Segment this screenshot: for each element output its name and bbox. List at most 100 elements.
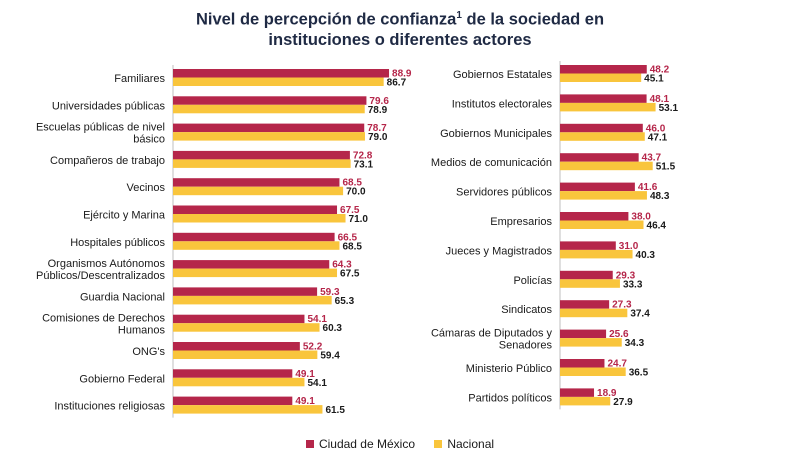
bar-cdmx-organismos-autonomos-publicos-descentralizados — [173, 260, 330, 269]
bar-nacional-gobiernos-estatales — [560, 73, 642, 82]
value-label-cdmx-partidos-politicos: 18.9 — [597, 388, 617, 399]
value-label-cdmx-familiares: 88.9 — [392, 69, 412, 80]
value-label-nacional-empresarios: 46.4 — [647, 221, 667, 232]
bar-cdmx-ong-s — [173, 342, 300, 351]
category-label-gobiernos-municipales: Gobiernos Municipales — [440, 128, 552, 140]
value-label-nacional-partidos-politicos: 27.9 — [613, 397, 633, 408]
bar-cdmx-sindicatos — [560, 300, 610, 309]
category-label-gobierno-federal: Gobierno Federal — [79, 373, 165, 385]
category-label-empresarios: Empresarios — [490, 216, 552, 228]
bar-cdmx-familiares — [173, 69, 390, 78]
bar-nacional-familiares — [173, 77, 384, 86]
category-label-universidades-publicas: Universidades públicas — [52, 100, 166, 112]
bar-nacional-ejercito-y-marina — [173, 214, 346, 223]
category-label-comisiones-de-derechos-humanos: Comisiones de Derechos Humanos — [42, 313, 165, 337]
bar-cdmx-policias — [560, 270, 613, 280]
category-label-jueces-y-magistrados: Jueces y Magistrados — [446, 245, 553, 257]
category-label-ministerio-publico: Ministerio Público — [466, 363, 552, 375]
value-label-nacional-jueces-y-magistrados: 40.3 — [636, 250, 656, 261]
value-label-nacional-policias: 33.3 — [623, 279, 643, 290]
category-label-hospitales-publicos: Hospitales públicos — [70, 237, 165, 249]
bar-cdmx-institutos-electorales — [560, 94, 647, 103]
bar-nacional-ong-s — [173, 350, 318, 359]
chart-panel-left: Familiares 88.986.7 Universidades públicas… — [36, 65, 412, 418]
bar-nacional-medios-de-comunicacion — [560, 161, 653, 171]
legend-item-nacional: Nacional — [434, 437, 494, 451]
bar-nacional-gobierno-federal — [173, 377, 305, 387]
value-label-cdmx-ministerio-publico: 24.7 — [607, 359, 627, 370]
bar-cdmx-servidores-publicos — [560, 182, 635, 192]
value-label-cdmx-vecinos: 68.5 — [342, 178, 362, 189]
chart-title-line1: Nivel de percepción de confianza1 de la … — [0, 6, 800, 30]
legend-label-nacional: Nacional — [447, 437, 495, 451]
bar-cdmx-partidos-politicos — [560, 388, 595, 397]
title-text-b: de la sociedad en — [461, 10, 605, 29]
value-label-cdmx-servidores-publicos: 41.6 — [638, 182, 658, 193]
value-label-nacional-comisiones-de-derechos-humanos: 60.3 — [323, 323, 343, 334]
value-label-cdmx-guardia-nacional: 59.3 — [320, 287, 340, 298]
value-label-cdmx-jueces-y-magistrados: 31.0 — [619, 241, 639, 252]
value-label-cdmx-comisiones-de-derechos-humanos: 54.1 — [307, 314, 327, 325]
category-label-camaras-de-diputados-y-senadores: Cámaras de Diputados y Senadores — [431, 328, 553, 352]
value-label-cdmx-medios-de-comunicacion: 43.7 — [642, 153, 662, 164]
bar-cdmx-camaras-de-diputados-y-senadores — [560, 329, 607, 339]
value-label-cdmx-gobierno-federal: 49.1 — [295, 369, 315, 380]
bar-cdmx-ejercito-y-marina — [173, 205, 338, 214]
category-label-familiares: Familiares — [114, 73, 165, 85]
legend-swatch-cdmx — [305, 440, 314, 448]
value-label-nacional-gobiernos-municipales: 47.1 — [648, 132, 668, 143]
value-label-cdmx-gobiernos-municipales: 46.0 — [646, 123, 666, 134]
value-label-cdmx-empresarios: 38.0 — [631, 212, 651, 223]
bar-nacional-universidades-publicas — [173, 104, 365, 114]
value-label-cdmx-organismos-autonomos-publicos-descentralizados: 64.3 — [332, 260, 352, 271]
bar-nacional-jueces-y-magistrados — [560, 249, 633, 259]
value-label-nacional-sindicatos: 37.4 — [630, 309, 650, 320]
category-label-companeros-de-trabajo: Compañeros de trabajo — [50, 155, 165, 167]
bar-cdmx-universidades-publicas — [173, 96, 367, 105]
value-label-cdmx-universidades-publicas: 79.6 — [369, 96, 389, 107]
value-label-cdmx-companeros-de-trabajo: 72.8 — [353, 150, 373, 161]
value-label-nacional-ong-s: 59.4 — [320, 351, 340, 362]
category-label-policias: Policías — [513, 275, 552, 287]
value-label-nacional-instituciones-religiosas: 61.5 — [325, 405, 345, 416]
value-label-nacional-guardia-nacional: 65.3 — [335, 296, 355, 307]
title-footnote-mark: 1 — [456, 10, 462, 21]
bar-nacional-camaras-de-diputados-y-senadores — [560, 338, 622, 347]
bar-nacional-escuelas-publicas-de-nivel-basico — [173, 132, 365, 141]
category-label-gobiernos-estatales: Gobiernos Estatales — [453, 69, 553, 81]
value-label-cdmx-instituciones-religiosas: 49.1 — [295, 396, 315, 407]
bar-nacional-organismos-autonomos-publicos-descentralizados — [173, 268, 338, 278]
bar-nacional-servidores-publicos — [560, 191, 647, 200]
bar-cdmx-ministerio-publico — [560, 359, 605, 368]
category-label-instituciones-religiosas: Instituciones religiosas — [54, 401, 165, 413]
value-label-nacional-medios-de-comunicacion: 51.5 — [656, 162, 676, 173]
value-label-nacional-vecinos: 70.0 — [346, 187, 366, 198]
value-label-nacional-escuelas-publicas-de-nivel-basico: 79.0 — [368, 132, 388, 143]
category-label-ong-s: ONG's — [132, 346, 165, 358]
category-label-partidos-politicos: Partidos políticos — [468, 392, 552, 404]
category-label-sindicatos: Sindicatos — [501, 304, 552, 316]
legend-label-cdmx: Ciudad de México — [318, 437, 415, 451]
value-label-nacional-ministerio-publico: 36.5 — [629, 368, 649, 379]
bar-nacional-partidos-politicos — [560, 396, 611, 406]
title-text-a: Nivel de percepción de confianza — [195, 10, 457, 29]
value-label-nacional-ejercito-y-marina: 71.0 — [349, 214, 369, 225]
bar-cdmx-companeros-de-trabajo — [173, 150, 350, 160]
value-label-nacional-hospitales-publicos: 68.5 — [342, 241, 362, 252]
bar-cdmx-gobiernos-estatales — [560, 65, 647, 74]
bar-cdmx-empresarios — [560, 212, 629, 221]
bar-nacional-hospitales-publicos — [173, 241, 340, 250]
bar-nacional-empresarios — [560, 220, 644, 229]
bar-nacional-vecinos — [173, 186, 344, 196]
legend: Ciudad de México Nacional — [0, 437, 800, 451]
value-label-cdmx-ejercito-y-marina: 67.5 — [340, 205, 360, 216]
bar-nacional-companeros-de-trabajo — [173, 159, 351, 168]
bar-nacional-policias — [560, 279, 620, 288]
value-label-cdmx-ong-s: 52.2 — [303, 342, 323, 353]
bar-cdmx-jueces-y-magistrados — [560, 241, 616, 250]
value-label-nacional-universidades-publicas: 78.9 — [368, 105, 388, 116]
bar-cdmx-gobiernos-municipales — [560, 123, 643, 133]
value-label-nacional-gobierno-federal: 54.1 — [307, 378, 327, 389]
category-label-institutos-electorales: Institutos electorales — [452, 98, 553, 110]
